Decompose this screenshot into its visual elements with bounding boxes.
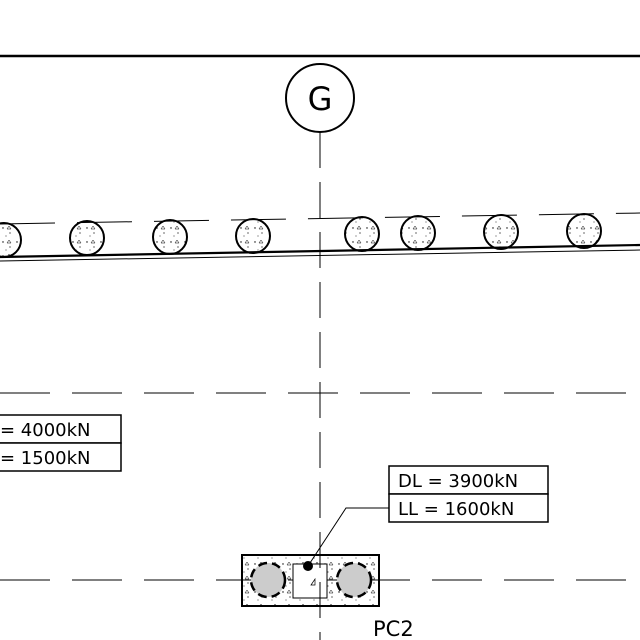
cap-pile-left [249, 561, 287, 599]
load-box-row-1 [0, 414, 122, 444]
pile-circle [566, 213, 602, 249]
grid-bubble-g: G [285, 63, 355, 133]
leader-dot [303, 561, 313, 571]
grid-bubble-circle [285, 63, 355, 133]
pile-circle [400, 215, 436, 251]
pile-circle [235, 218, 271, 254]
load-value-1: = 4000kN [0, 420, 91, 441]
cap-pile-right [335, 561, 373, 599]
column-marker-triangle [310, 577, 316, 586]
wall-face-dashed-line [0, 212, 640, 225]
pile-circle [152, 219, 188, 255]
pile-row [0, 213, 602, 258]
pile-circle [483, 214, 519, 250]
load-table-pc2: DL = 3900kN LL = 1600kN [388, 465, 549, 523]
load-table-left: = 4000kN = 1500kN [0, 414, 122, 472]
grid-bubble-label: G [308, 80, 333, 118]
dead-load-label: DL = 3900kN [398, 471, 518, 492]
load-box-row-2 [0, 442, 122, 472]
pile-cap-label: PC2 [373, 617, 414, 640]
pile-circle [69, 220, 105, 256]
leader-line [307, 507, 389, 567]
live-load-label: LL = 1600kN [398, 499, 514, 520]
load-value-2: = 1500kN [0, 448, 91, 469]
pile-circle [344, 216, 380, 252]
pile-circle [0, 222, 22, 258]
dead-load-box [388, 465, 549, 495]
